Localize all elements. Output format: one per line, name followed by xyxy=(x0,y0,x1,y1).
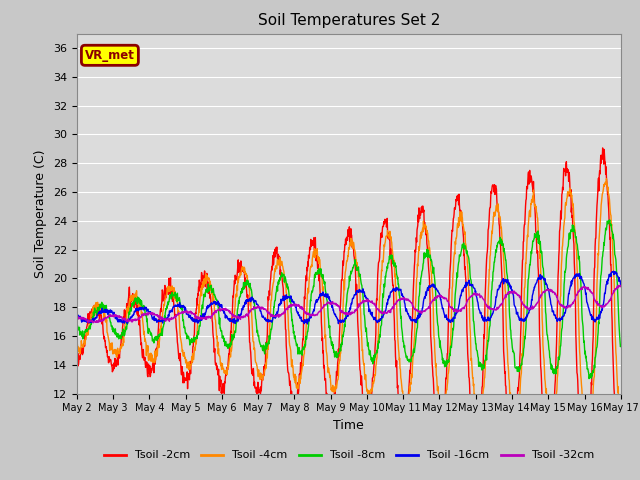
Tsoil -8cm xyxy=(585,376,593,382)
Title: Soil Temperatures Set 2: Soil Temperatures Set 2 xyxy=(258,13,440,28)
Tsoil -32cm xyxy=(255,304,263,310)
Line: Tsoil -32cm: Tsoil -32cm xyxy=(77,286,621,323)
Tsoil -16cm xyxy=(434,288,442,294)
Tsoil -8cm xyxy=(606,217,614,223)
Tsoil -16cm xyxy=(255,304,262,310)
Tsoil -2cm xyxy=(433,424,441,430)
Tsoil -16cm xyxy=(505,281,513,287)
Tsoil -16cm xyxy=(180,307,188,313)
Y-axis label: Soil Temperature (C): Soil Temperature (C) xyxy=(35,149,47,278)
Tsoil -4cm xyxy=(552,392,560,398)
Line: Tsoil -8cm: Tsoil -8cm xyxy=(77,220,621,379)
Tsoil -4cm xyxy=(255,367,262,372)
Tsoil -8cm xyxy=(504,280,512,286)
Tsoil -32cm xyxy=(73,315,81,321)
Tsoil -32cm xyxy=(553,294,561,300)
Tsoil -4cm xyxy=(433,382,441,388)
Tsoil -8cm xyxy=(617,343,625,348)
Text: VR_met: VR_met xyxy=(85,49,135,62)
Tsoil -4cm xyxy=(504,363,512,369)
Tsoil -2cm xyxy=(73,353,81,359)
Tsoil -32cm xyxy=(614,283,622,288)
Tsoil -8cm xyxy=(194,332,202,338)
X-axis label: Time: Time xyxy=(333,419,364,432)
Tsoil -2cm xyxy=(552,351,560,357)
Tsoil -2cm xyxy=(599,145,607,151)
Tsoil -4cm xyxy=(583,432,591,437)
Tsoil -2cm xyxy=(194,291,202,297)
Tsoil -2cm xyxy=(504,430,512,436)
Tsoil -16cm xyxy=(553,315,561,321)
Tsoil -8cm xyxy=(180,324,188,330)
Line: Tsoil -4cm: Tsoil -4cm xyxy=(77,179,621,434)
Tsoil -32cm xyxy=(505,289,513,295)
Tsoil -2cm xyxy=(617,458,625,464)
Tsoil -8cm xyxy=(433,313,441,319)
Tsoil -8cm xyxy=(552,369,560,374)
Tsoil -4cm xyxy=(180,353,188,359)
Tsoil -2cm xyxy=(255,384,262,390)
Tsoil -4cm xyxy=(194,315,202,321)
Tsoil -2cm xyxy=(180,378,188,384)
Tsoil -4cm xyxy=(73,341,81,347)
Tsoil -32cm xyxy=(617,283,625,288)
Tsoil -16cm xyxy=(303,321,311,327)
Tsoil -16cm xyxy=(610,268,618,274)
Tsoil -16cm xyxy=(73,312,81,317)
Tsoil -4cm xyxy=(617,421,625,427)
Tsoil -32cm xyxy=(90,320,97,325)
Tsoil -16cm xyxy=(617,283,625,288)
Tsoil -4cm xyxy=(603,176,611,181)
Tsoil -32cm xyxy=(434,293,442,299)
Line: Tsoil -2cm: Tsoil -2cm xyxy=(77,148,621,477)
Legend: Tsoil -2cm, Tsoil -4cm, Tsoil -8cm, Tsoil -16cm, Tsoil -32cm: Tsoil -2cm, Tsoil -4cm, Tsoil -8cm, Tsoi… xyxy=(99,446,598,465)
Tsoil -16cm xyxy=(194,320,202,326)
Tsoil -8cm xyxy=(73,327,81,333)
Tsoil -8cm xyxy=(255,333,262,338)
Line: Tsoil -16cm: Tsoil -16cm xyxy=(77,271,621,324)
Tsoil -32cm xyxy=(195,314,202,320)
Tsoil -32cm xyxy=(181,308,189,314)
Tsoil -2cm xyxy=(616,474,624,480)
